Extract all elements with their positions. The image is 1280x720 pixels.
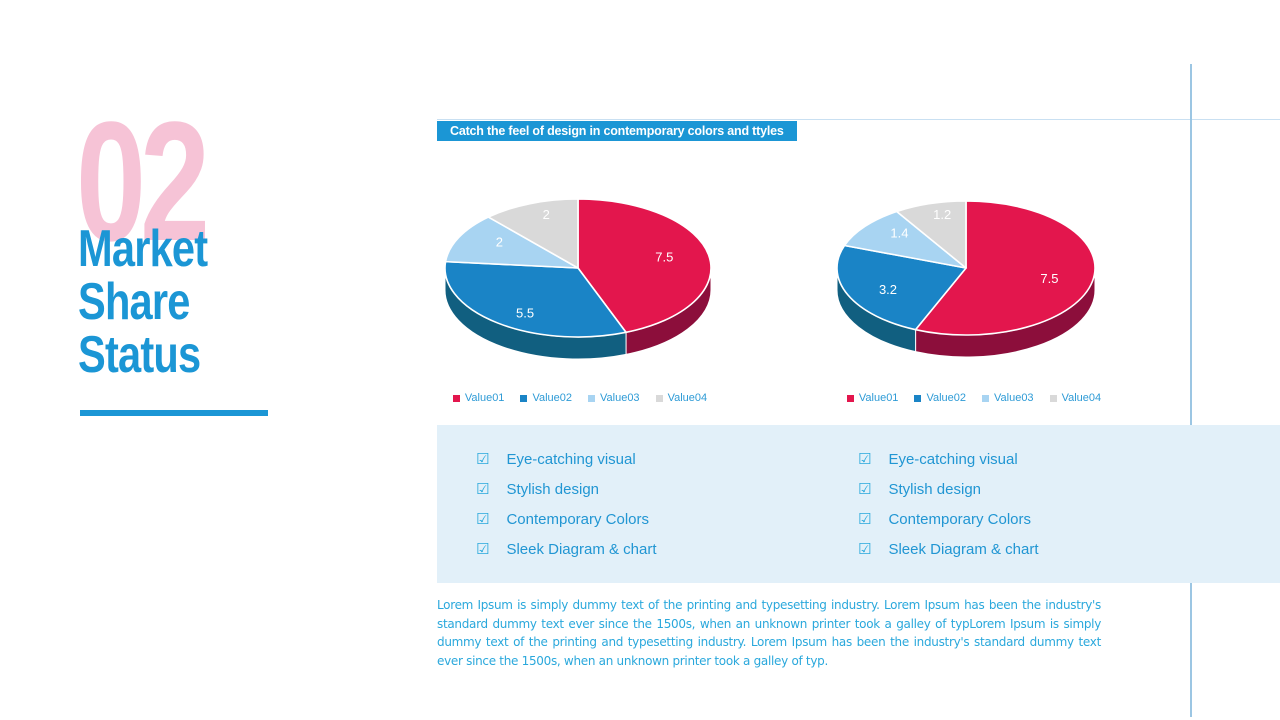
feature-label: Eye-catching visual	[506, 450, 636, 468]
feature-label: Contemporary Colors	[888, 510, 1032, 528]
slide-title: Market Share Status	[78, 220, 208, 384]
feature-label: Sleek Diagram & chart	[506, 540, 657, 558]
pie-chart-left: 7.5 5.5 2 2	[444, 198, 712, 360]
svg-text:1.2: 1.2	[933, 207, 951, 222]
chart-legend-right: Value01 Value02 Value03 Value04	[824, 392, 1124, 404]
feature-item: ☑ Sleek Diagram & chart	[476, 534, 657, 564]
pie-chart-right: 7.5 3.2 1.4 1.2	[836, 200, 1096, 358]
horizontal-decor-line	[437, 119, 1280, 120]
feature-label: Stylish design	[506, 480, 600, 498]
svg-text:1.4: 1.4	[890, 226, 908, 241]
checkbox-check-icon: ☑	[476, 510, 490, 528]
legend-label: Value03	[600, 392, 640, 404]
legend-swatch-icon	[846, 394, 854, 402]
checkbox-check-icon: ☑	[476, 540, 490, 558]
feature-panel	[437, 425, 1280, 583]
title-underline	[80, 410, 268, 416]
svg-text:7.5: 7.5	[1040, 271, 1058, 286]
feature-list-left: ☑ Eye-catching visual ☑ Stylish design ☑ Cont…	[476, 444, 657, 564]
legend-label: Value01	[858, 392, 899, 404]
legend-item: Value04	[655, 392, 708, 404]
feature-item: ☑ Stylish design	[476, 474, 657, 504]
checkbox-check-icon: ☑	[476, 450, 490, 468]
feature-label: Stylish design	[888, 480, 982, 498]
checkbox-check-icon: ☑	[858, 510, 872, 528]
slide-title-line-2: Share	[78, 273, 190, 331]
feature-item: ☑ Contemporary Colors	[476, 504, 657, 534]
legend-label: Value02	[532, 392, 572, 404]
chart-legend-left: Value01 Value02 Value03 Value04	[428, 392, 732, 404]
legend-swatch-icon	[1049, 394, 1057, 402]
legend-swatch-icon	[588, 394, 595, 402]
feature-label: Sleek Diagram & chart	[888, 540, 1039, 558]
legend-item: Value04	[1049, 392, 1102, 404]
feature-list-right: ☑ Eye-catching visual ☑ Stylish design ☑ Cont…	[858, 444, 1039, 564]
legend-item: Value02	[914, 392, 966, 404]
body-paragraph: Lorem Ipsum is simply dummy text of the …	[437, 598, 1101, 668]
legend-swatch-icon	[914, 394, 922, 402]
svg-text:2: 2	[543, 207, 550, 222]
feature-item: ☑ Contemporary Colors	[858, 504, 1039, 534]
legend-label: Value04	[667, 392, 708, 404]
section-banner: Catch the feel of design in contemporary…	[437, 121, 797, 141]
legend-swatch-icon	[452, 394, 460, 402]
legend-label: Value03	[994, 392, 1034, 404]
feature-item: ☑ Sleek Diagram & chart	[858, 534, 1039, 564]
checkbox-check-icon: ☑	[476, 480, 490, 498]
legend-item: Value03	[982, 392, 1034, 404]
checkbox-check-icon: ☑	[858, 480, 872, 498]
feature-label: Contemporary Colors	[506, 510, 650, 528]
legend-label: Value04	[1061, 392, 1102, 404]
feature-item: ☑ Stylish design	[858, 474, 1039, 504]
checkbox-check-icon: ☑	[858, 450, 872, 468]
legend-item: Value02	[520, 392, 572, 404]
legend-swatch-icon	[655, 394, 663, 402]
legend-label: Value01	[464, 392, 505, 404]
svg-text:5.5: 5.5	[516, 305, 534, 320]
legend-item: Value03	[588, 392, 640, 404]
feature-label: Eye-catching visual	[888, 450, 1018, 468]
legend-swatch-icon	[520, 394, 528, 402]
slide-title-line-1: Market	[78, 220, 208, 278]
legend-item: Value01	[846, 392, 899, 404]
slide-title-line-3: Status	[78, 326, 201, 384]
feature-item: ☑ Eye-catching visual	[476, 444, 657, 474]
legend-label: Value02	[926, 392, 966, 404]
svg-text:3.2: 3.2	[879, 282, 897, 297]
legend-swatch-icon	[982, 394, 989, 402]
vertical-decor-line	[1190, 64, 1192, 717]
legend-item: Value01	[452, 392, 505, 404]
feature-item: ☑ Eye-catching visual	[858, 444, 1039, 474]
checkbox-check-icon: ☑	[858, 540, 872, 558]
section-number: 02	[76, 87, 210, 277]
svg-text:2: 2	[496, 235, 503, 250]
svg-text:7.5: 7.5	[655, 250, 673, 265]
